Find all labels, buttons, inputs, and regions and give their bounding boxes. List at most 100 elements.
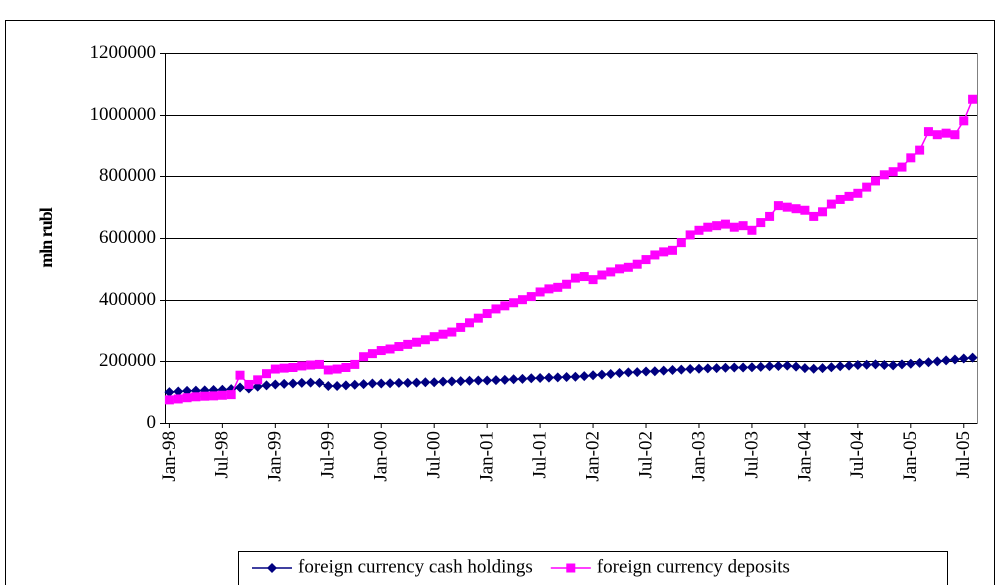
square-marker <box>579 272 589 282</box>
square-marker <box>473 313 483 323</box>
square-marker <box>623 262 633 272</box>
square-marker <box>465 318 474 328</box>
square-marker <box>562 279 572 289</box>
y-tick-label: 1200000 <box>90 42 157 63</box>
square-marker <box>500 301 510 311</box>
diamond-marker <box>464 375 475 386</box>
square-marker <box>341 363 351 372</box>
square-marker <box>429 332 439 342</box>
diamond-marker <box>658 365 669 376</box>
square-marker <box>659 247 669 257</box>
square-marker <box>747 225 757 235</box>
diamond-marker <box>923 357 934 368</box>
diamond-marker <box>649 366 660 377</box>
diamond-marker <box>376 378 387 389</box>
square-marker <box>668 245 677 255</box>
square-marker <box>615 264 625 274</box>
square-marker <box>756 218 766 228</box>
x-tick-label: Jan-05 <box>900 431 921 482</box>
diamond-marker <box>667 364 678 375</box>
square-marker <box>676 238 686 248</box>
diamond-marker <box>588 370 599 381</box>
square-marker <box>217 390 227 400</box>
x-tick-label: Jul-01 <box>529 431 550 479</box>
diamond-marker <box>402 377 413 388</box>
diamond-marker <box>711 363 722 374</box>
diamond-marker <box>517 373 528 384</box>
square-marker <box>853 188 863 198</box>
square-marker <box>650 250 660 260</box>
square-marker <box>879 170 889 180</box>
square-marker <box>297 361 307 371</box>
y-tick-label: 200000 <box>99 350 156 371</box>
square-marker <box>765 211 775 221</box>
square-marker <box>482 309 492 319</box>
square-marker <box>932 130 942 140</box>
diamond-marker <box>773 360 784 371</box>
square-marker <box>350 359 360 369</box>
series <box>164 94 978 405</box>
square-marker <box>235 370 245 380</box>
y-tick-label: 1000000 <box>90 104 157 125</box>
diamond-marker <box>693 363 704 374</box>
diamond-marker <box>261 380 272 391</box>
square-marker <box>526 292 536 302</box>
diamond-marker <box>614 368 625 379</box>
diamond-marker <box>367 378 378 389</box>
x-tick-label: Jul-05 <box>953 431 974 479</box>
diamond-marker <box>738 362 749 373</box>
square-marker <box>729 222 739 232</box>
diamond-marker <box>279 378 290 389</box>
diamond-marker <box>552 372 563 383</box>
diamond-marker <box>526 373 537 384</box>
diamond-marker <box>852 360 863 371</box>
square-marker <box>606 267 616 277</box>
square-marker <box>588 275 598 285</box>
diamond-marker <box>499 374 510 385</box>
diamond-marker <box>932 356 943 367</box>
square-marker <box>800 205 810 215</box>
diamond-marker <box>764 361 775 372</box>
square-marker <box>791 204 801 214</box>
diamond-marker <box>570 371 581 382</box>
diamond-marker <box>685 364 696 375</box>
diamond-marker <box>323 381 334 391</box>
square-marker <box>544 284 554 294</box>
diamond-marker <box>905 358 916 369</box>
diamond-marker <box>844 360 855 371</box>
x-tick-label: Jan-04 <box>794 431 815 482</box>
diamond-marker <box>958 353 969 364</box>
square-marker <box>915 145 925 155</box>
square-marker <box>862 182 872 192</box>
diamond-marker <box>164 387 175 398</box>
square-marker <box>376 346 386 356</box>
diamond-marker <box>358 379 369 390</box>
square-marker <box>385 344 395 354</box>
x-tick-label: Jul-02 <box>635 431 656 479</box>
diamond-marker <box>455 376 466 387</box>
square-marker <box>685 230 695 240</box>
x-tick-label: Jan-03 <box>688 431 709 482</box>
square-marker <box>164 395 174 405</box>
y-tick-label: 600000 <box>99 227 156 248</box>
square-marker <box>262 369 271 379</box>
diamond-marker <box>287 378 298 389</box>
x-tick-label: Jul-00 <box>424 431 445 479</box>
y-tick-label: 800000 <box>99 165 156 186</box>
square-marker <box>906 153 916 163</box>
x-tick-label: Jul-03 <box>741 431 762 479</box>
diamond-marker <box>482 375 493 386</box>
square-marker <box>826 199 836 209</box>
diamond-marker <box>632 367 643 378</box>
square-marker <box>703 222 713 232</box>
square-marker <box>200 391 210 401</box>
diamond-marker <box>896 359 907 370</box>
y-tick-label: 0 <box>147 412 157 433</box>
diamond-marker <box>808 363 819 374</box>
square-marker <box>403 339 413 349</box>
square-marker <box>641 255 651 265</box>
diamond-marker <box>605 368 616 379</box>
square-marker <box>226 390 236 400</box>
square-marker <box>566 563 576 573</box>
diamond-marker <box>385 378 396 389</box>
